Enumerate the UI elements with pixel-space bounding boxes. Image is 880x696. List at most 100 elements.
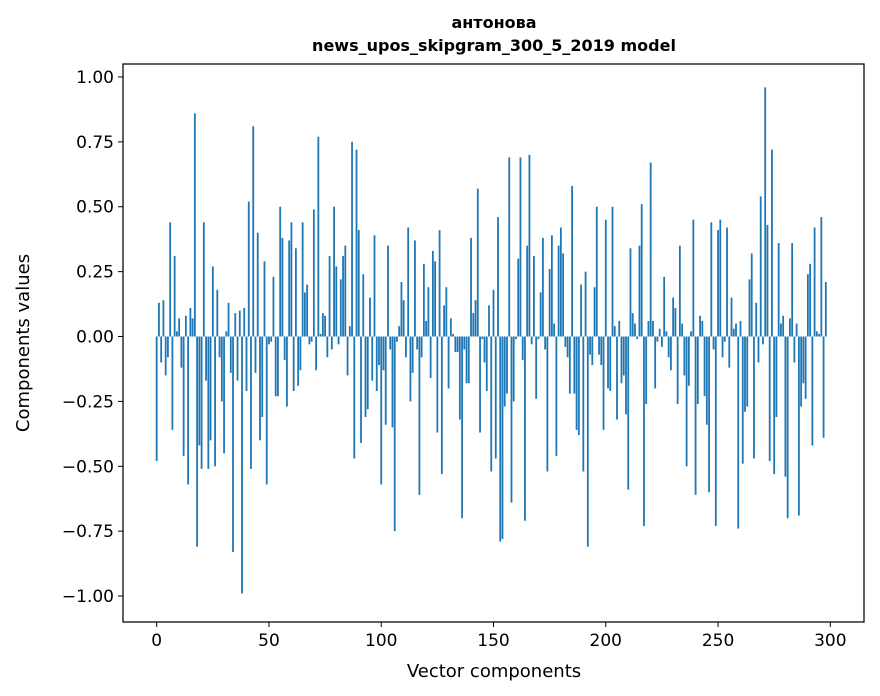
bar-54 (277, 336, 279, 397)
bar-183 (566, 336, 569, 358)
bar-257 (732, 328, 735, 337)
bar-103 (387, 245, 389, 337)
bar-224 (658, 328, 661, 337)
bar-217 (643, 336, 645, 526)
bar-39 (243, 307, 246, 337)
bar-188 (577, 336, 580, 436)
bar-253 (723, 336, 726, 342)
bar-276 (775, 336, 778, 417)
bar-242 (699, 315, 701, 337)
x-axis-label: Vector components (407, 661, 581, 682)
bar-137 (463, 336, 466, 350)
bar-113 (409, 336, 412, 402)
bar-211 (629, 248, 632, 337)
bar-189 (580, 284, 582, 337)
y-tick-label-0: 1.00 (76, 68, 114, 88)
bar-58 (286, 336, 288, 407)
bar-297 (822, 336, 825, 438)
bar-285 (795, 323, 798, 337)
bar-83 (342, 256, 344, 337)
bar-209 (625, 336, 627, 415)
bar-95 (369, 297, 371, 337)
bar-264 (748, 279, 751, 337)
bar-64 (299, 336, 302, 371)
bar-184 (568, 336, 571, 394)
bar-73 (319, 333, 322, 337)
bar-220 (649, 162, 652, 337)
bar-203 (611, 206, 614, 337)
bar-27 (216, 289, 219, 337)
bar-198 (600, 336, 603, 366)
bar-215 (638, 245, 641, 337)
bar-120 (425, 320, 428, 337)
bar-254 (726, 227, 728, 337)
bar-62 (295, 248, 297, 337)
bar-107 (396, 336, 398, 342)
bar-298 (824, 282, 827, 337)
bar-36 (236, 336, 239, 381)
bar-170 (537, 336, 540, 340)
bar-104 (389, 336, 392, 350)
bar-59 (288, 240, 291, 337)
bar-279 (782, 315, 785, 337)
bar-249 (714, 336, 717, 526)
bar-53 (274, 336, 277, 397)
bar-161 (517, 258, 520, 337)
y-tick-label-4: 0.00 (76, 328, 114, 348)
bar-213 (634, 323, 636, 337)
bar-287 (800, 336, 803, 407)
bar-68 (308, 336, 311, 345)
bar-125 (436, 336, 439, 433)
bar-296 (820, 217, 823, 337)
bar-91 (360, 336, 362, 443)
bar-140 (470, 237, 472, 337)
bars-group (155, 87, 827, 594)
bar-97 (373, 235, 376, 337)
bar-9 (175, 331, 178, 337)
bar-128 (443, 305, 445, 337)
bar-259 (737, 336, 740, 529)
bar-234 (681, 323, 684, 337)
bar-206 (618, 320, 621, 337)
bar-28 (218, 336, 221, 358)
x-tick-label-0: 0 (151, 631, 162, 651)
bar-239 (692, 219, 695, 337)
bar-292 (811, 336, 814, 446)
bar-226 (663, 276, 666, 337)
bar-235 (683, 336, 686, 376)
bar-251 (719, 219, 722, 337)
bar-26 (214, 336, 216, 467)
bar-35 (234, 313, 237, 337)
bar-295 (818, 333, 820, 337)
bar-225 (661, 336, 663, 347)
bar-262 (744, 336, 746, 412)
bar-94 (366, 336, 369, 410)
bar-142 (474, 300, 477, 337)
bar-246 (708, 336, 710, 493)
bar-5 (167, 336, 169, 358)
bar-124 (434, 261, 437, 337)
bar-7 (171, 336, 174, 430)
bar-204 (613, 326, 616, 337)
y-axis-ticks: 1.00 0.75 0.50 0.25 0.00 −0.25 −0.50 −0.75 −1.00 (62, 68, 123, 607)
bar-126 (438, 230, 441, 337)
bar-175 (548, 269, 551, 337)
bar-40 (245, 336, 248, 392)
bar-69 (310, 336, 313, 342)
bar-154 (501, 336, 504, 539)
bar-23 (207, 336, 210, 469)
bar-100 (380, 336, 383, 485)
bar-286 (797, 336, 800, 516)
bar-284 (793, 336, 796, 363)
bar-34 (232, 336, 234, 552)
bar-74 (321, 313, 324, 337)
bar-229 (669, 336, 672, 371)
bar-207 (620, 336, 623, 384)
bar-84 (344, 245, 347, 337)
bar-269 (759, 196, 762, 337)
bar-258 (735, 323, 737, 337)
bar-218 (645, 336, 648, 404)
plot-frame (122, 63, 865, 623)
bar-280 (784, 336, 787, 477)
